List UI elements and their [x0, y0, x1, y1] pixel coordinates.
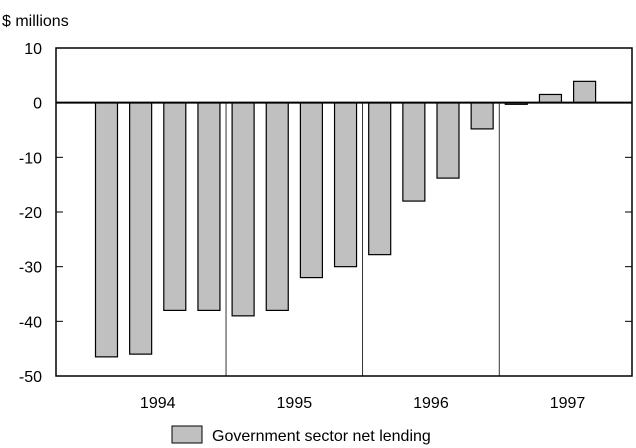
- bar: [333, 102, 358, 268]
- bar: [265, 102, 289, 312]
- legend-swatch: [171, 425, 203, 444]
- bar: [231, 102, 255, 317]
- y-unit-label: $ millions: [2, 13, 69, 30]
- legend-label: Government sector net lending: [212, 428, 431, 445]
- legend: Government sector net lending: [171, 425, 431, 445]
- y-tick-label: -20: [19, 205, 42, 222]
- bar: [129, 102, 153, 355]
- x-group-label: 1995: [277, 395, 313, 412]
- bar: [436, 102, 460, 179]
- y-tick-label: 10: [24, 41, 42, 58]
- bar: [470, 102, 494, 130]
- bar: [197, 102, 221, 312]
- x-group-label: 1997: [550, 395, 586, 412]
- y-tick-labels: 10 0 -10 -20 -30 -40 -50: [19, 41, 42, 386]
- plot-frame: [55, 47, 633, 377]
- x-group-label: 1994: [140, 395, 176, 412]
- bar: [402, 102, 426, 202]
- x-group-label: 1996: [413, 395, 449, 412]
- bar: [538, 93, 563, 104]
- y-tick-label: -30: [19, 260, 42, 277]
- bar: [368, 102, 392, 256]
- y-tick-label: -10: [19, 150, 42, 167]
- y-tick-label: -40: [19, 314, 42, 331]
- y-tick-label: -50: [19, 369, 42, 386]
- bar: [94, 102, 119, 358]
- bar: [163, 102, 187, 312]
- bars: [94, 80, 597, 358]
- group-separators: [225, 102, 500, 376]
- bar: [572, 80, 597, 104]
- bar: [299, 102, 323, 279]
- x-group-labels: 1994 1995 1996 1997: [140, 395, 585, 412]
- y-tick-label: 0: [33, 96, 42, 113]
